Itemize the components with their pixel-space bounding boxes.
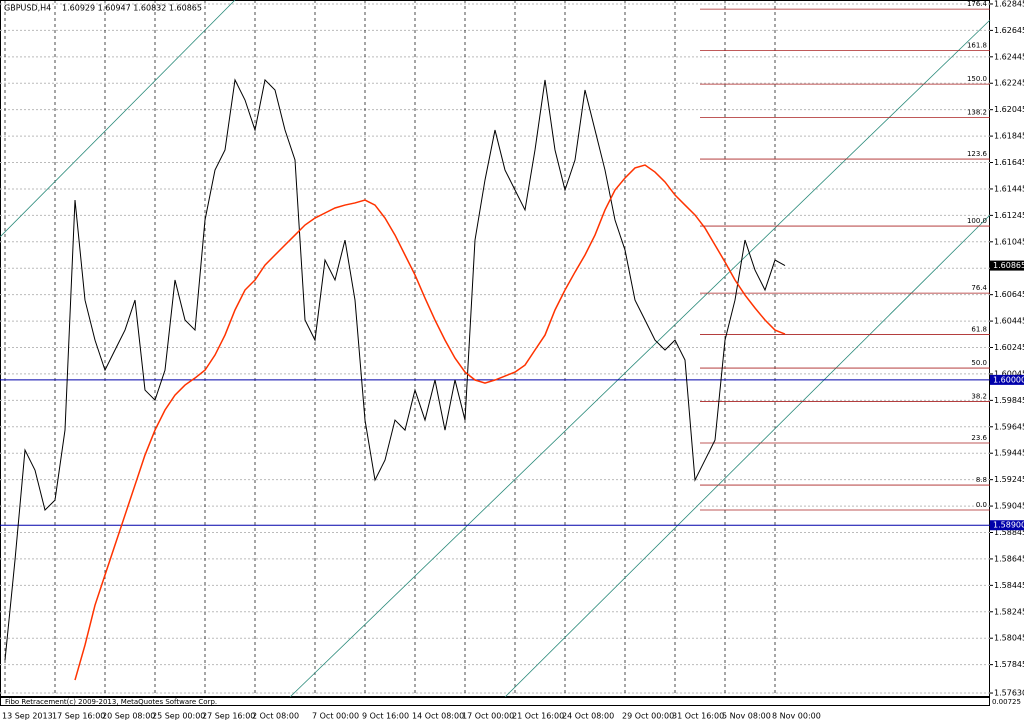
last-price-label: 1.60865 [993,261,1024,270]
y-tick-label: 1.61645 [994,158,1024,167]
y-tick-label: 1.62845 [994,0,1024,8]
price-line [4,78,786,661]
y-tick-label: 1.60045 [994,369,1024,378]
x-tick-label: 24 Oct 08:00 [562,712,614,721]
y-tick-label: 1.61245 [994,211,1024,220]
y-tick-label: 1.61445 [994,184,1024,193]
y-tick-label: 1.59445 [994,449,1024,458]
x-tick-label: 27 Sep 16:00 [202,712,255,721]
x-tick-label: 17 Oct 00:00 [462,712,514,721]
x-tick-label: 14 Oct 08:00 [412,712,464,721]
fib-label: 38.2 [971,393,987,401]
moving-average [74,164,786,681]
fib-label: 76.4 [971,284,987,292]
fib-label: 23.6 [971,434,987,442]
channel-line [0,0,236,238]
x-tick-label: 7 Oct 00:00 [312,712,359,721]
fib-label: 176.4 [967,0,988,8]
chart-subtitle: 1.60929 1.60947 1.60832 1.60865 [62,4,202,13]
y-tick-label: 1.59045 [994,502,1024,511]
chart-title: GBPUSD,H4 [4,4,51,13]
y-tick-label: 1.58045 [994,634,1024,643]
y-tick-label: 1.59845 [994,396,1024,405]
indicator-window [0,697,990,706]
price-box-label: 1.58900 [993,521,1024,530]
y-tick-label: 1.61845 [994,132,1024,141]
channel-lines [0,0,991,698]
plot-area [0,0,990,697]
fib-label: 61.8 [971,326,987,334]
y-tick-label: 1.57845 [994,660,1024,669]
fib-label: 8.8 [976,476,987,484]
footer: Fibo Retracement(c) 2009-2013, MetaQuote… [5,698,217,706]
y-tick-label: 1.58445 [994,581,1024,590]
x-tick-label: 29 Oct 00:00 [622,712,674,721]
x-tick-label: 25 Sep 00:00 [152,712,205,721]
fib-label: 161.8 [967,42,987,50]
y-tick-label: 1.62445 [994,52,1024,61]
y-tick-label: 1.58845 [994,528,1024,537]
fib-label: 123.6 [967,150,988,158]
x-tick-label: 21 Oct 16:00 [512,712,564,721]
y-tick-label: 1.58245 [994,607,1024,616]
x-tick-label: 5 Nov 08:00 [722,712,771,721]
x-tick-label: 8 Nov 00:00 [772,712,821,721]
price-box [990,374,1024,385]
x-tick-label: 17 Sep 16:00 [52,712,105,721]
y-tick-label: 1.57630 [994,689,1024,698]
x-tick-label: 13 Sep 2013 [2,712,53,721]
fib-label: 150.0 [967,75,987,83]
y-tick-label: 1.61045 [994,237,1024,246]
channel-line [504,214,991,698]
x-tick-label: 9 Oct 16:00 [362,712,409,721]
last-price-box [990,260,1024,271]
fib-label: 138.2 [967,109,987,117]
x-tick-label: 20 Sep 08:00 [102,712,155,721]
y-tick-label: 1.59645 [994,422,1024,431]
fib-label: 50.0 [971,359,987,367]
y-tick-label: 1.60645 [994,290,1024,299]
fib-label: 0.0 [976,501,987,509]
y-tick-label: 1.60245 [994,343,1024,352]
y-tick-label: 1.60445 [994,317,1024,326]
y-tick-label: 1.62645 [994,26,1024,35]
y-tick-label: 1.58645 [994,554,1024,563]
price-box [990,520,1024,531]
indicator-value: 0.00725 [992,698,1021,706]
price-box-label: 1.60000 [993,375,1024,384]
fib-label: 100.0 [967,217,987,225]
y-tick-label: 1.59245 [994,475,1024,484]
y-tick-label: 1.62045 [994,105,1024,114]
y-tick-label: 1.62245 [994,79,1024,88]
x-tick-label: 31 Oct 16:00 [672,712,724,721]
channel-line [289,19,991,698]
x-tick-label: 2 Oct 08:00 [252,712,299,721]
